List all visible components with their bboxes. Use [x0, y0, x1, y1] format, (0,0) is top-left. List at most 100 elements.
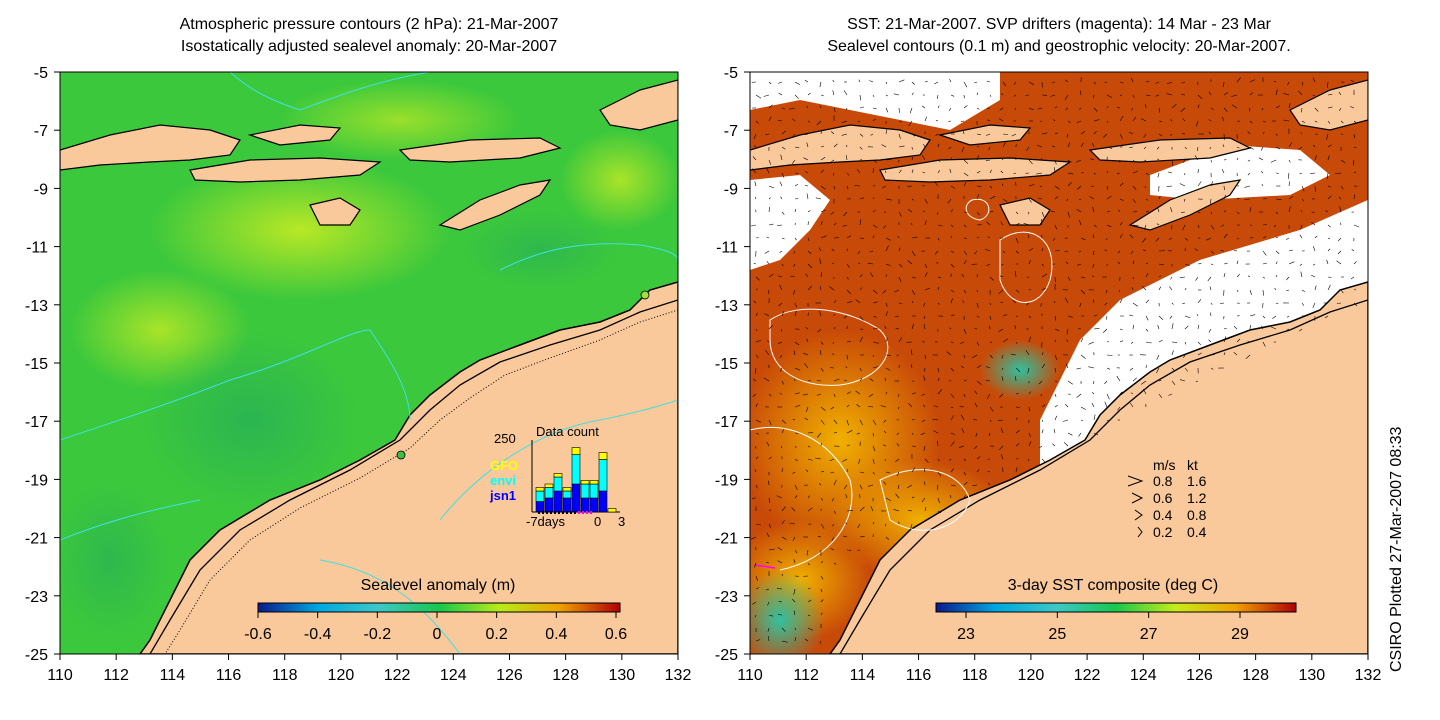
velocity-vector	[976, 236, 979, 239]
velocity-vector	[790, 275, 796, 278]
velocity-vector	[859, 237, 864, 239]
velocity-vector	[1353, 133, 1355, 139]
inset-xmin-label: -7days	[526, 514, 566, 529]
velocity-vector	[898, 263, 903, 268]
velocity-vector	[820, 523, 825, 529]
velocity-vector	[1197, 181, 1202, 187]
colorbar-tick-label: -0.2	[364, 626, 392, 643]
velocity-vector	[1132, 260, 1135, 265]
velocity-vector	[833, 185, 835, 190]
velocity-vector	[1311, 211, 1316, 213]
y-tick-label: -19	[715, 472, 738, 489]
velocity-vector	[1210, 250, 1214, 254]
tide-gauge-marker	[396, 450, 406, 460]
velocity-vector	[960, 365, 965, 369]
velocity-vector	[820, 209, 826, 213]
speed-legend-arrow	[1137, 526, 1143, 538]
velocity-vector	[1028, 336, 1032, 343]
velocity-vector	[794, 172, 799, 174]
velocity-vector	[806, 193, 809, 200]
velocity-vector	[923, 324, 926, 330]
velocity-vector	[755, 523, 761, 526]
velocity-vector	[950, 432, 955, 435]
velocity-vector	[1079, 198, 1082, 201]
velocity-vector	[858, 79, 861, 83]
velocity-vector	[1063, 442, 1069, 447]
velocity-vector	[1105, 289, 1108, 294]
velocity-vector	[753, 263, 757, 265]
inset-bar-envi	[580, 483, 590, 499]
velocity-vector	[777, 120, 783, 122]
velocity-vector	[907, 209, 913, 213]
island-java-bali	[750, 124, 931, 171]
velocity-vector	[1041, 219, 1043, 226]
velocity-vector	[1223, 185, 1225, 191]
velocity-vector	[1001, 93, 1004, 96]
velocity-vector	[1093, 432, 1099, 436]
velocity-vector	[778, 302, 783, 307]
right-y-axis: -5 -7 -9 -11 -13 -15 -17 -19 -21 -23 -25	[715, 65, 750, 664]
velocity-vector	[1340, 185, 1344, 190]
velocity-vector	[947, 198, 952, 204]
velocity-vector	[1106, 367, 1111, 370]
velocity-vector	[989, 276, 994, 281]
velocity-vector	[755, 403, 758, 408]
velocity-vector	[923, 315, 926, 319]
velocity-vector	[1036, 172, 1043, 175]
velocity-vector	[1039, 445, 1043, 448]
velocity-vector	[1301, 289, 1305, 292]
velocity-vector	[989, 419, 992, 423]
velocity-vector	[1132, 94, 1135, 99]
velocity-vector	[779, 181, 783, 187]
velocity-vector	[1260, 171, 1264, 174]
velocity-vector	[868, 406, 874, 408]
velocity-vector	[923, 375, 926, 382]
velocity-vector	[781, 237, 785, 240]
velocity-vector	[976, 92, 978, 96]
velocity-vector	[1286, 276, 1290, 281]
velocity-vector	[777, 547, 783, 551]
velocity-vector	[937, 143, 940, 148]
velocity-vector	[1078, 432, 1082, 437]
velocity-vector	[1286, 328, 1290, 331]
velocity-vector	[1015, 237, 1019, 244]
velocity-vector	[1155, 94, 1160, 97]
velocity-vector	[1130, 250, 1134, 255]
velocity-vector	[1015, 315, 1018, 317]
velocity-vector	[986, 263, 991, 267]
velocity-vector	[986, 80, 991, 83]
velocity-vector	[1080, 354, 1086, 359]
velocity-vector	[1093, 224, 1097, 228]
velocity-vector	[893, 509, 900, 512]
velocity-vector	[1247, 275, 1251, 278]
inset-legend-gfo: GFO	[490, 458, 518, 473]
pressure-contour	[229, 72, 431, 111]
velocity-vector	[820, 185, 826, 190]
velocity-vector	[1236, 289, 1239, 293]
velocity-vector	[1194, 248, 1199, 252]
island-alor	[1088, 137, 1252, 163]
velocity-vector	[846, 419, 849, 426]
velocity-vector	[869, 250, 874, 253]
velocity-vector	[859, 197, 865, 200]
inset-day-marker	[582, 511, 584, 514]
velocity-vector	[833, 378, 840, 382]
velocity-vector	[911, 236, 918, 239]
velocity-vector	[1129, 367, 1134, 371]
velocity-vector	[922, 302, 926, 307]
velocity-vector	[1236, 146, 1240, 149]
velocity-vector	[1249, 120, 1253, 124]
velocity-vector	[1195, 276, 1199, 281]
velocity-vector	[1314, 107, 1319, 112]
x-tick-label: 110	[47, 667, 73, 684]
velocity-vector	[820, 561, 824, 564]
velocity-vector	[1013, 81, 1017, 85]
sealevel-contour	[965, 198, 990, 221]
velocity-vector	[778, 92, 783, 96]
velocity-vector	[921, 154, 926, 161]
island-lombok-sumbawa	[937, 124, 1032, 146]
velocity-vector	[1014, 107, 1017, 110]
x-tick-label: 132	[1355, 667, 1382, 684]
velocity-vector	[1092, 275, 1095, 278]
velocity-vector	[1298, 90, 1303, 96]
